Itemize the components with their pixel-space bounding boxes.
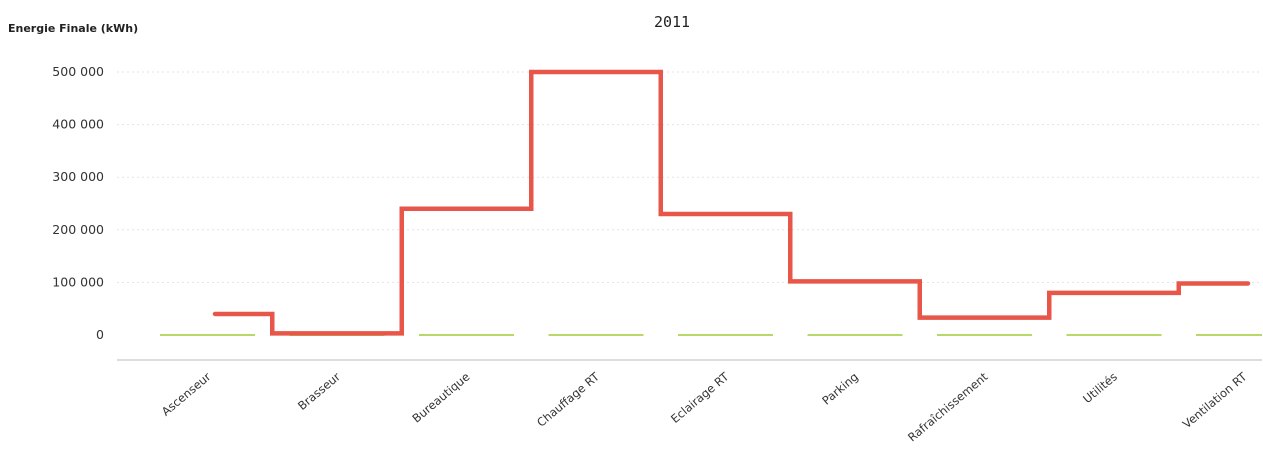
y-tick-label: 300 000 (52, 169, 104, 184)
grid-lines (117, 71, 1262, 283)
series-layer (160, 69, 1262, 336)
y-tick-label: 500 000 (52, 64, 104, 79)
x-tick-label: Eclairage RT (668, 369, 732, 426)
chart-title: 2011 (654, 13, 690, 31)
y-tick-labels: 0 100 000 200 000 300 000 400 000 500 000 (52, 64, 104, 342)
series-1-step-line (212, 69, 1251, 336)
x-tick-label: Brasseur (295, 369, 343, 413)
y-axis-label: Energie Finale (kWh) (8, 22, 138, 35)
x-tick-label: Parking (819, 370, 861, 408)
y-tick-label: 100 000 (52, 274, 104, 289)
y-tick-label: 200 000 (52, 222, 104, 237)
y-tick-label: 0 (96, 327, 104, 342)
x-tick-label: Rafraîchissement (905, 369, 991, 444)
y-tick-label: 400 000 (52, 117, 104, 132)
x-tick-label: Ventilation RT (1180, 369, 1250, 431)
x-tick-label: Ascenseur (159, 369, 214, 418)
x-tick-label: Bureautique (409, 370, 472, 426)
x-tick-label: Chauffage RT (534, 369, 603, 430)
x-tick-labels: Ascenseur Brasseur Bureautique Chauffage RT… (159, 369, 1250, 444)
x-tick-label: Utilités (1080, 370, 1120, 406)
